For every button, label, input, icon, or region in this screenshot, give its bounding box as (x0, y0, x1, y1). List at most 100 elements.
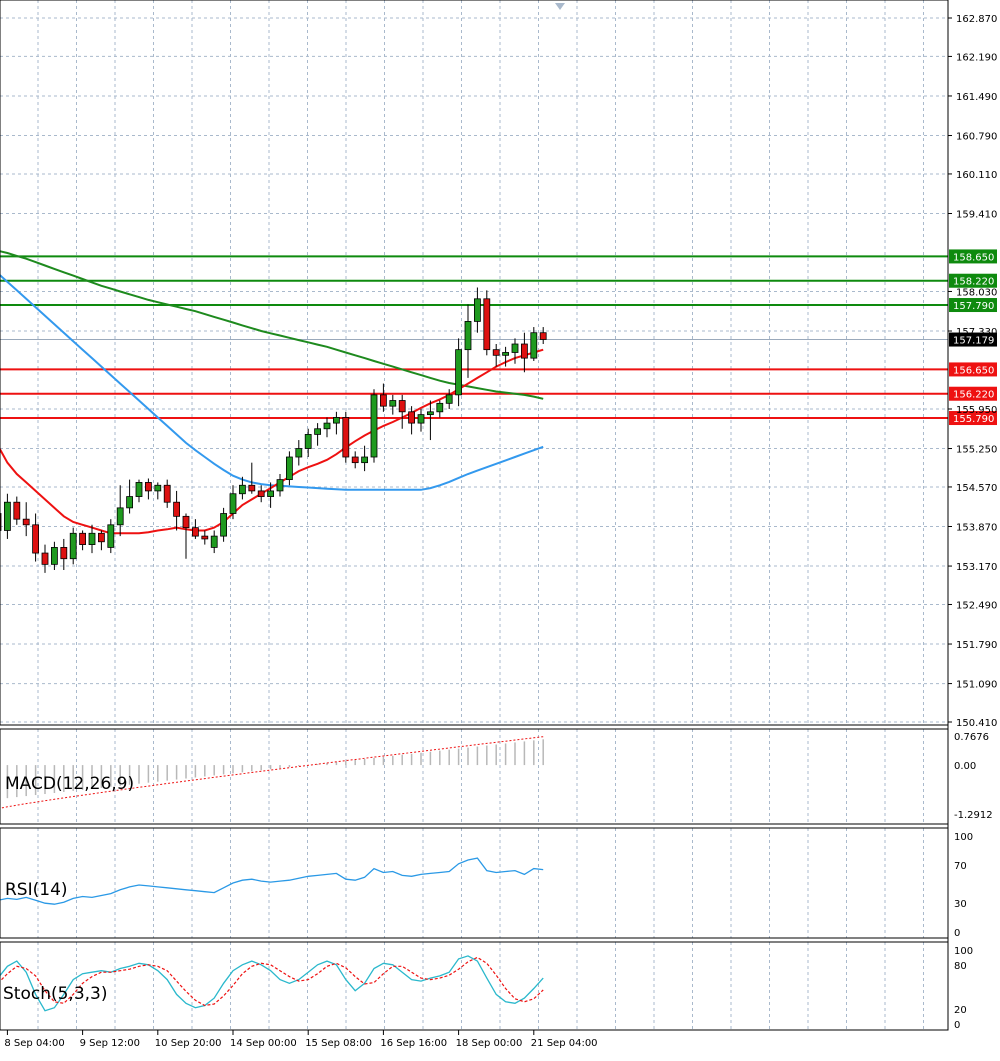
stoch-tick-label: 100 (954, 946, 973, 957)
candle (342, 411, 350, 463)
candle (276, 473, 284, 497)
price-tick-label: 157.330 (956, 327, 997, 338)
stoch-tick-label: 20 (954, 1005, 967, 1016)
candle-body (98, 532, 105, 543)
candle-body (370, 394, 378, 458)
candle (107, 519, 115, 554)
rsi-tick-label: 100 (954, 832, 973, 843)
resistance-level-2-tag (949, 273, 997, 288)
candle (408, 406, 416, 435)
support-level-2-tag (949, 386, 997, 401)
support-level-1-label: 156.650 (953, 365, 994, 376)
candle-body (276, 479, 284, 492)
candle (426, 400, 434, 441)
resistance-level-3-tag (949, 298, 997, 313)
candle-body (267, 490, 275, 497)
price-tick-label: 153.170 (956, 562, 997, 573)
candle-body (530, 332, 538, 359)
candle-body (163, 484, 171, 503)
candle-body (107, 524, 115, 548)
candle-body (473, 298, 481, 322)
candle (511, 338, 519, 364)
candle-body (79, 532, 86, 545)
candle-body (32, 524, 39, 554)
chart-shift-icon (555, 3, 565, 10)
candle-body (210, 535, 218, 548)
resistance-level-1-label: 158.650 (953, 252, 994, 263)
candle-body (229, 493, 237, 514)
candle-body (408, 411, 416, 424)
resistance-level-1-tag (949, 249, 997, 264)
candle (267, 482, 275, 508)
candle-body (351, 456, 359, 464)
candle (389, 394, 397, 415)
candle (88, 524, 96, 554)
price-tick-label: 158.030 (956, 287, 997, 298)
candle (163, 479, 171, 508)
candle-body (60, 547, 68, 560)
ma-slow-line (0, 250, 544, 400)
candle-body (314, 428, 322, 435)
candle (521, 332, 528, 373)
candle (295, 440, 303, 466)
candle (32, 513, 39, 562)
candle-body (22, 518, 30, 526)
candle (173, 490, 181, 531)
price-tick-label: 154.570 (956, 483, 997, 494)
time-tick-label: 10 Sep 20:00 (155, 1038, 222, 1049)
candle (398, 394, 406, 429)
stoch-tick-label: 80 (954, 961, 967, 972)
candle (248, 462, 256, 494)
candle-body (154, 484, 162, 492)
candle (304, 428, 312, 458)
candle (22, 502, 30, 537)
candle (445, 389, 453, 409)
price-tick-label: 162.190 (956, 52, 997, 63)
candle-body (182, 515, 190, 529)
rsi-tick-label: 70 (954, 861, 967, 872)
candle-body (295, 448, 303, 458)
resistance-level-2-label: 158.220 (953, 277, 994, 288)
current-price-label: 157.179 (953, 336, 994, 347)
candle (492, 344, 500, 367)
candle (370, 389, 378, 463)
candle-body (304, 434, 312, 449)
candle (41, 544, 49, 573)
candle (135, 479, 143, 503)
candle (201, 530, 209, 545)
candle (13, 496, 21, 525)
price-tick-label: 159.410 (956, 209, 997, 220)
time-tick-label: 14 Sep 00:00 (230, 1038, 297, 1049)
stoch-label: Stoch(5,3,3) (3, 984, 108, 1004)
candle-body (51, 547, 58, 565)
candle (417, 408, 425, 432)
price-tick-label: 150.410 (956, 718, 997, 729)
candle (530, 327, 538, 361)
rsi-line (0, 857, 544, 905)
stoch-tick-label: 0 (954, 1020, 960, 1031)
candle-body (13, 501, 21, 520)
candle-body (539, 332, 547, 340)
support-level-1-tag (949, 362, 997, 377)
candle-body (41, 552, 49, 565)
candle-body (436, 402, 444, 413)
rsi-tick-label: 30 (954, 899, 967, 910)
candle (210, 530, 218, 554)
candle (436, 400, 444, 418)
candle (116, 485, 124, 537)
candle-body (201, 535, 209, 540)
candle-body (285, 456, 293, 481)
candle (473, 287, 481, 333)
candle-body (426, 411, 434, 416)
candle-body (238, 484, 246, 495)
candle (332, 411, 340, 435)
candle (182, 513, 190, 559)
candle-body (445, 394, 453, 404)
macd-signal-line (0, 736, 544, 809)
resistance-level-3-label: 157.790 (953, 301, 994, 312)
candle (323, 417, 331, 438)
candle-body (492, 349, 500, 356)
candle-body (88, 532, 96, 545)
candle (144, 478, 152, 500)
candle-body (417, 414, 425, 424)
